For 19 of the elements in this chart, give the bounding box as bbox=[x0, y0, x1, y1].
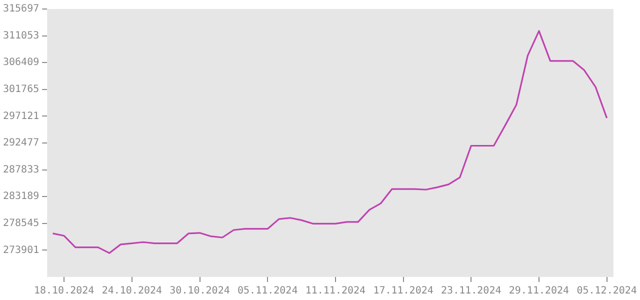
x-tick-label: 18.10.2024 bbox=[34, 286, 94, 297]
x-tick-label: 17.11.2024 bbox=[373, 286, 434, 297]
y-tick-label: 278545 bbox=[3, 218, 40, 229]
y-tick-label: 273901 bbox=[3, 244, 40, 256]
y-tick-label: 292477 bbox=[3, 138, 40, 149]
y-tick-label: 287833 bbox=[3, 164, 40, 176]
x-tick-label: 23.11.2024 bbox=[441, 286, 502, 297]
x-tick-label: 11.11.2024 bbox=[305, 286, 366, 297]
y-tick-label: 301765 bbox=[3, 84, 40, 95]
x-tick-label: 05.12.2024 bbox=[576, 286, 637, 297]
y-tick-label: 311053 bbox=[3, 30, 40, 42]
y-tick-label: 315697 bbox=[3, 4, 40, 15]
y-tick-label: 297121 bbox=[3, 110, 40, 122]
x-tick-label: 05.11.2024 bbox=[238, 286, 298, 297]
y-tick-label: 283189 bbox=[3, 191, 40, 202]
x-tick-label: 24.10.2024 bbox=[102, 286, 162, 297]
x-tick-label: 29.11.2024 bbox=[508, 286, 570, 297]
x-tick-label: 30.10.2024 bbox=[170, 286, 230, 297]
y-tick-label: 306409 bbox=[3, 57, 40, 68]
